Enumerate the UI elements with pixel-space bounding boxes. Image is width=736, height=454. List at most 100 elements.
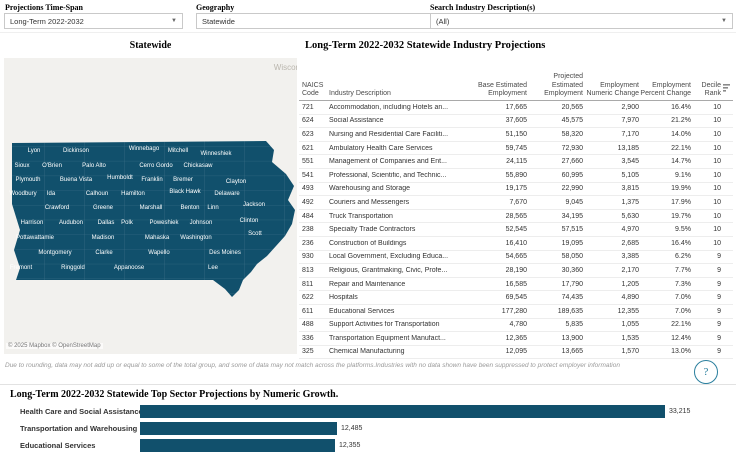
column-header-base[interactable]: Base Estimated Employment	[477, 81, 527, 97]
column-header-numeric-change[interactable]: Employment Numeric Change	[586, 81, 639, 97]
table-row[interactable]: 238 Specialty Trade Contractors 52,545 57,5…	[299, 223, 733, 237]
table-cell: 17.9%	[671, 198, 691, 206]
table-cell: 37,605	[505, 117, 527, 125]
table-cell: 24,115	[506, 158, 527, 166]
bar[interactable]	[140, 422, 337, 435]
table-cell: Nursing and Residential Care Faciliti...	[329, 130, 449, 138]
table-cell: 9	[717, 266, 721, 274]
table-row[interactable]: 488 Support Activities for Transportation…	[299, 319, 733, 333]
table-cell: 1,535	[621, 334, 639, 342]
table-row[interactable]: 813 Religious, Grantmaking, Civic, Profe.…	[299, 264, 733, 278]
bar[interactable]	[140, 405, 665, 418]
table-cell: Couriers and Messengers	[329, 198, 410, 206]
bar-category-label: Transportation and Warehousing	[20, 424, 138, 433]
table-cell: 45,575	[561, 117, 583, 125]
table-row[interactable]: 811 Repair and Maintenance 16,585 17,790 1,2…	[299, 278, 733, 292]
time-span-dropdown[interactable]: Long-Term 2022-2032 ▼	[4, 13, 183, 29]
table-cell: 2,900	[621, 103, 639, 111]
table-cell: Support Activities for Transportation	[329, 321, 440, 329]
table-row[interactable]: 721 Accommodation, including Hotels an...…	[299, 101, 733, 115]
table-cell: 10	[713, 117, 721, 125]
table-cell: 177,280	[501, 307, 527, 315]
table-row[interactable]: 541 Professional, Scientific, and Technic…	[299, 169, 733, 183]
table-cell: 488	[302, 321, 314, 329]
table-row[interactable]: 493 Warehousing and Storage 19,175 22,990 3,…	[299, 183, 733, 197]
table-cell: 55,890	[505, 171, 527, 179]
table-cell: 4,780	[509, 321, 527, 329]
bar-row: Educational Services 12,355	[0, 437, 736, 454]
table-row[interactable]: 624 Social Assistance 37,605 45,575 7,970 21.…	[299, 115, 733, 129]
table-cell: 22.1%	[671, 321, 691, 329]
table-row[interactable]: 611 Educational Services 177,280 189,635 12,…	[299, 305, 733, 319]
iowa-state-shape-svg	[12, 141, 295, 297]
table-cell: 59,745	[505, 144, 527, 152]
table-row[interactable]: 551 Management of Companies and Ent... 24,…	[299, 155, 733, 169]
iowa-map[interactable]: Wiscons LyonDickinsonWinnebagoMitchellWi…	[4, 58, 297, 354]
table-cell: 19.9%	[671, 185, 691, 193]
industry-dropdown[interactable]: (All) ▼	[430, 13, 733, 29]
bar[interactable]	[140, 439, 335, 452]
chevron-down-icon: ▼	[721, 18, 727, 24]
table-cell: 10	[713, 185, 721, 193]
table-cell: 3,815	[621, 185, 639, 193]
table-row[interactable]: 484 Truck Transportation 28,565 34,195 5,630…	[299, 210, 733, 224]
industry-filter-label: Search Industry Description(s)	[430, 3, 536, 12]
table-cell: 493	[302, 185, 314, 193]
table-cell: 930	[302, 253, 314, 261]
column-header-industry[interactable]: Industry Description	[329, 89, 391, 97]
table-cell: Truck Transportation	[329, 212, 393, 220]
table-cell: 51,150	[505, 130, 527, 138]
table-cell: Specialty Trade Contractors	[329, 226, 416, 234]
geography-dropdown[interactable]: Statewide ▼	[196, 13, 445, 29]
table-cell: 5,630	[621, 212, 639, 220]
top-sectors-chart: Long-Term 2022-2032 Statewide Top Sector…	[0, 384, 736, 454]
table-row[interactable]: 622 Hospitals 69,545 74,435 4,890 7.0% 9	[299, 291, 733, 305]
table-cell: 19.7%	[671, 212, 691, 220]
table-cell: 1,205	[621, 280, 639, 288]
industry-dropdown-value: (All)	[436, 16, 450, 26]
table-cell: 13.0%	[671, 348, 691, 356]
column-header-naics[interactable]: NAICS Code	[302, 81, 324, 97]
table-cell: 1,375	[621, 198, 639, 206]
chevron-down-icon: ▼	[171, 18, 177, 24]
table-cell: 72,930	[561, 144, 583, 152]
table-cell: 9	[717, 307, 721, 315]
table-cell: 624	[302, 117, 314, 125]
column-header-decile-rank[interactable]: Decile Rank	[691, 82, 731, 99]
table-row[interactable]: 930 Local Government, Excluding Educa... 5…	[299, 251, 733, 265]
table-cell: 611	[302, 307, 314, 315]
table-cell: 69,545	[505, 294, 527, 302]
bar-value-label: 12,355	[339, 442, 361, 449]
column-header-projected[interactable]: Projected Estimated Employment	[544, 73, 583, 97]
table-row[interactable]: 621 Ambulatory Health Care Services 59,745…	[299, 142, 733, 156]
table-cell: 7,970	[621, 117, 639, 125]
table-cell: 54,665	[505, 253, 527, 261]
table-cell: 492	[302, 198, 314, 206]
table-cell: 9	[717, 253, 721, 261]
sort-descending-icon[interactable]	[723, 83, 731, 93]
table-cell: Construction of Buildings	[329, 239, 407, 247]
table-row[interactable]: 336 Transportation Equipment Manufact... 1…	[299, 332, 733, 346]
table-cell: 9.5%	[675, 226, 691, 234]
table-cell: 10	[713, 239, 721, 247]
help-button[interactable]: ?	[694, 360, 718, 384]
table-cell: 621	[302, 144, 314, 152]
footnote: Due to rounding, data may not add up or …	[5, 362, 620, 369]
table-body: 721 Accommodation, including Hotels an...…	[299, 101, 733, 360]
table-cell: 9	[717, 280, 721, 288]
table-header-row: NAICS Code Industry Description Base Est…	[299, 56, 733, 101]
table-cell: 10	[713, 212, 721, 220]
table-cell: Chemical Manufacturing	[329, 348, 405, 356]
table-row[interactable]: 492 Couriers and Messengers 7,670 9,045 1,37…	[299, 196, 733, 210]
table-cell: 3,545	[621, 158, 639, 166]
table-row[interactable]: 325 Chemical Manufacturing 12,095 13,665 1,5…	[299, 346, 733, 360]
table-cell: 623	[302, 130, 314, 138]
table-row[interactable]: 236 Construction of Buildings 16,410 19,095…	[299, 237, 733, 251]
column-header-percent-change[interactable]: Employment Percent Change	[640, 81, 691, 97]
table-row[interactable]: 623 Nursing and Residential Care Faciliti…	[299, 128, 733, 142]
map-attribution[interactable]: © 2025 Mapbox © OpenStreetMap	[6, 343, 103, 349]
table-cell: 9	[717, 348, 721, 356]
table-cell: 22,990	[561, 185, 583, 193]
table-cell: 74,435	[561, 294, 583, 302]
